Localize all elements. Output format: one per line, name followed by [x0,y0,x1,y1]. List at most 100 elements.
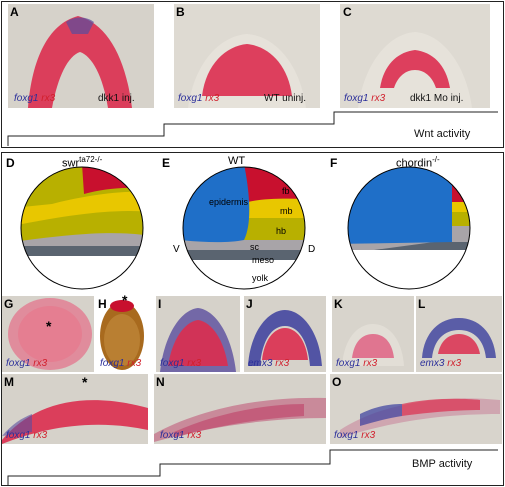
panel-m-gene1: foxg1 [6,430,31,441]
panel-l-letter: L [418,297,426,311]
panel-d-title-text: swr [62,157,80,170]
label-epidermis: epidermis [209,197,249,207]
schematic-e: epidermis fb mb hb sc meso yolk V D [173,166,315,290]
panel-c-gene2: rx3 [371,93,386,104]
panel-m-image [2,374,148,444]
panel-m-asterisk: * [82,374,88,390]
top-frame [1,1,504,148]
panel-g-micrograph [2,296,94,372]
panel-m-micrograph [2,374,148,444]
panel-c-image [340,4,490,108]
panel-b-micrograph [174,4,320,108]
panel-i-micrograph [156,296,240,372]
label-yolk: yolk [252,273,269,283]
panel-b-gene2: rx3 [205,93,220,104]
panel-d-title-sup: ta72-/- [79,155,103,164]
panel-l-micrograph [416,296,502,372]
panel-h-letter: H [98,297,107,311]
panel-i-caption: foxg1 rx3 [160,358,201,369]
panel-g-asterisk: * [46,318,52,334]
panel-n-gene2: rx3 [187,430,202,441]
label-ventral: V [173,244,180,255]
panel-l-caption: emx3 rx3 [420,358,461,369]
panel-a-gene1: foxg1 [14,93,39,104]
panel-o-gene2: rx3 [361,430,376,441]
panel-n-gene1: foxg1 [160,430,185,441]
panel-o-image [330,374,502,444]
panel-a-caption: foxg1 rx3 [14,93,55,104]
panel-o-gene1: foxg1 [334,430,359,441]
label-hb: hb [276,226,286,236]
panel-h-caption: foxg1 rx3 [100,358,141,369]
panel-l-gene1: emx3 [420,358,445,369]
panel-m-letter: M [4,375,14,389]
panel-k-gene1: foxg1 [336,358,361,369]
panel-h-asterisk: * [122,292,128,308]
panel-m-caption: foxg1 rx3 [6,430,47,441]
panel-o-micrograph [330,374,502,444]
panel-a-condition: dkk1 inj. [98,93,135,104]
panel-l-gene2: rx3 [447,358,462,369]
label-mb: mb [280,206,293,216]
panel-i-image [156,296,240,372]
panel-e-title: WT [228,155,246,167]
panel-k-caption: foxg1 rx3 [336,358,377,369]
panel-j-gene1: emx3 [248,358,273,369]
panel-c-micrograph [340,4,490,108]
panel-g-letter: G [4,297,14,311]
panel-i-gene2: rx3 [187,358,202,369]
panel-a-image [8,4,154,108]
panel-c-condition: dkk1 Mo inj. [410,93,464,104]
bmp-activity-label: BMP activity [412,458,473,470]
panel-g-gene2: rx3 [33,358,48,369]
panel-n-caption: foxg1 rx3 [160,430,201,441]
panel-j-letter: J [246,297,253,311]
panel-a-gene2: rx3 [41,93,56,104]
panel-f-title-sup: -/- [432,155,440,164]
panel-o-letter: O [332,375,342,389]
schematic-f [347,166,471,290]
panel-k-gene2: rx3 [363,358,378,369]
panel-i-gene1: foxg1 [160,358,185,369]
panel-k-letter: K [334,297,343,311]
panel-c-caption: foxg1 rx3 [344,93,385,104]
panel-d-letter: D [6,156,15,170]
bottom-frame [1,152,504,486]
bmp-gradient-staircase [7,449,498,486]
panel-k-micrograph [332,296,414,372]
panel-j-caption: emx3 rx3 [248,358,289,369]
panel-a-letter: A [10,5,19,19]
panel-m-gene2: rx3 [33,430,48,441]
label-meso: meso [252,255,274,265]
panel-d-title: swrta72-/- [62,155,102,170]
panel-h-micrograph [96,296,152,372]
panel-g-caption: foxg1 rx3 [6,358,47,369]
panel-o-caption: foxg1 rx3 [334,430,375,441]
panel-n-micrograph [154,374,326,444]
label-fb: fb [282,186,290,196]
panel-e-letter: E [162,156,171,170]
panel-g-gene1: foxg1 [6,358,31,369]
panel-j-gene2: rx3 [275,358,290,369]
panel-j-image [244,296,326,372]
panel-a-micrograph [8,4,154,108]
schematic-d [20,166,144,290]
panel-b-image [174,4,320,108]
wnt-activity-label: Wnt activity [414,128,471,140]
panel-i-letter: I [158,297,162,311]
panel-j-micrograph [244,296,326,372]
panel-h-image [96,296,152,372]
panel-b-caption: foxg1 rx3 [178,93,219,104]
panel-b-condition: WT uninj. [264,93,307,104]
label-sc: sc [250,242,260,252]
panel-h-gene1: foxg1 [100,358,125,369]
panel-b-gene1: foxg1 [178,93,203,104]
panel-c-letter: C [343,5,352,19]
label-dorsal: D [308,244,315,255]
panel-h-gene2: rx3 [127,358,142,369]
panel-l-image [416,296,502,372]
panel-c-gene1: foxg1 [344,93,369,104]
panel-f-letter: F [330,156,338,170]
panel-n-letter: N [156,375,165,389]
wnt-gradient-staircase [7,111,498,146]
